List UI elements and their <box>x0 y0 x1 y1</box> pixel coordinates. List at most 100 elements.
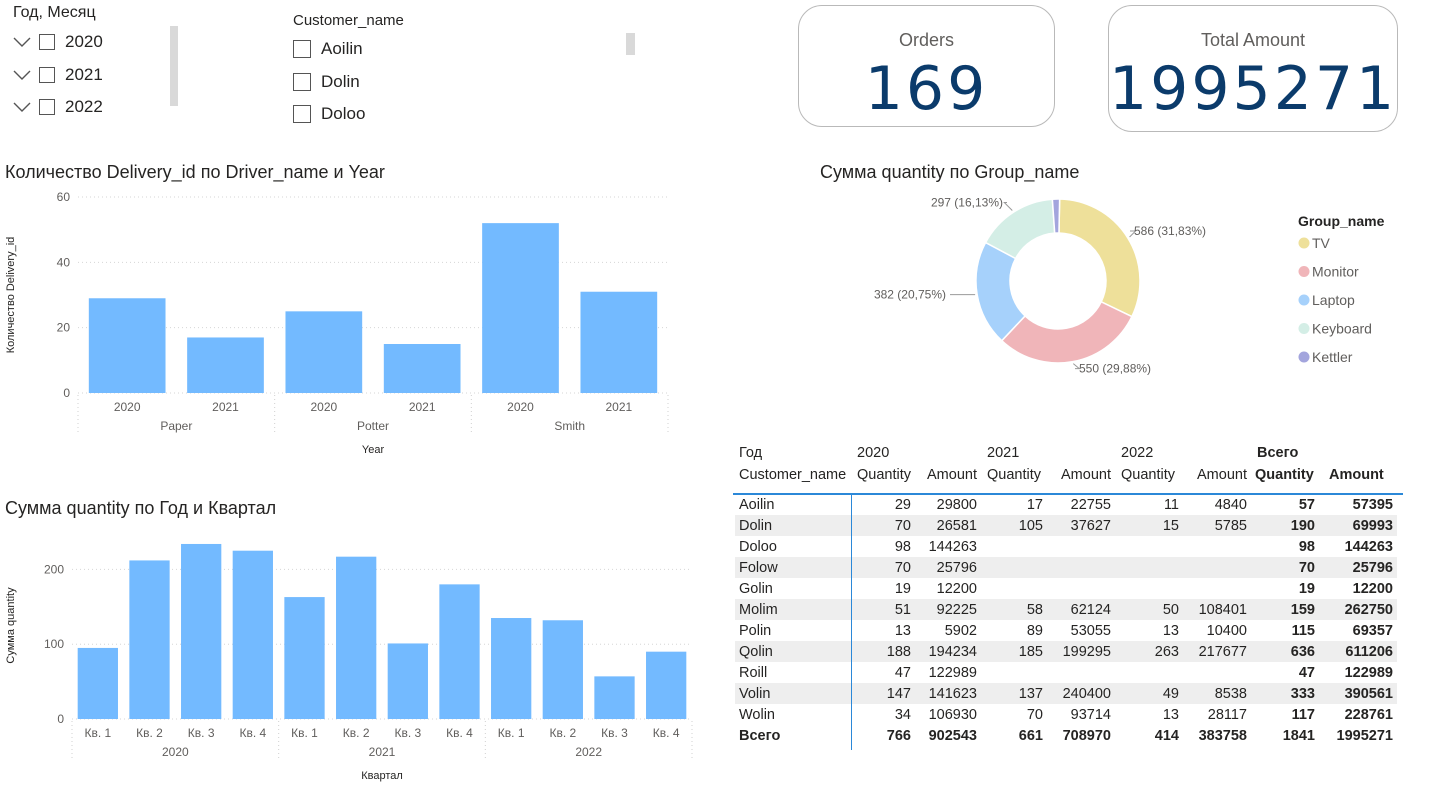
x-tick-label: Кв. 4 <box>653 726 680 740</box>
value-cell <box>1183 557 1251 578</box>
chevron-down-icon[interactable] <box>13 101 31 113</box>
corner-customer-label[interactable]: Customer_name <box>739 467 847 483</box>
value-cell: 144263 <box>1344 538 1393 555</box>
checkbox[interactable] <box>39 99 55 115</box>
table-row[interactable]: Golin 19 12200 19 12200 <box>735 578 1397 599</box>
orders-card-label: Orders <box>898 30 954 50</box>
table-total-row[interactable]: Всего 766 902543 661 708970 414 383758 1841 1995… <box>735 725 1397 746</box>
table-row[interactable]: Qolin 188 194234 185 199295 263 217677 636 61120… <box>735 641 1397 662</box>
legend-marker <box>1298 294 1310 306</box>
value-cell: 26581 <box>915 515 981 536</box>
value-cell: 17 <box>1026 496 1043 513</box>
table-row[interactable]: Doloo 98 144263 98 144263 <box>735 536 1397 557</box>
value-cell: 902543 <box>928 727 977 744</box>
customer-slicer-item[interactable]: Doloo <box>293 104 365 124</box>
year-slicer-scrollbar[interactable] <box>170 26 178 106</box>
x-tick-label: Кв. 4 <box>446 726 473 740</box>
value-cell: 105 <box>981 515 1047 536</box>
customer-slicer-title: Customer_name <box>293 12 404 29</box>
x-tick-label: Кв. 2 <box>549 726 576 740</box>
value-cell: 144263 <box>928 538 977 555</box>
measure-header[interactable]: Quantity <box>1121 467 1175 483</box>
value-cell: 11 <box>1163 496 1179 513</box>
chevron-down-icon[interactable] <box>13 36 31 48</box>
year-header[interactable]: 2022 <box>1121 445 1154 461</box>
value-cell: 147 <box>851 683 915 704</box>
measure-header[interactable]: Amount <box>1061 467 1111 483</box>
measure-header[interactable]: Quantity <box>987 467 1041 483</box>
measure-header[interactable]: Quantity <box>1255 467 1314 483</box>
value-cell: 122989 <box>928 664 977 681</box>
x-tick-label: Кв. 1 <box>84 726 111 740</box>
row-header-cell: Polin <box>739 622 772 639</box>
value-cell: 117 <box>1291 706 1315 723</box>
year-slicer-item-2021[interactable]: 2021 <box>13 65 103 85</box>
x-tick-label: Кв. 3 <box>394 726 421 740</box>
table-row[interactable]: Roill 47 122989 47 122989 <box>735 662 1397 683</box>
quarter-bar-chart: 0 100 200 Сумма quantity Кв. 1 Кв. 2 Кв. 3 Кв. … <box>5 543 693 782</box>
donut-slice <box>1051 198 1061 234</box>
x-tick-label: Кв. 3 <box>601 726 628 740</box>
value-cell: 70 <box>851 557 915 578</box>
checkbox[interactable] <box>293 40 311 58</box>
value-cell: 766 <box>886 727 911 744</box>
table-row[interactable]: Wolin 34 106930 70 93714 13 28117 117 228761 <box>735 704 1397 725</box>
donut-slice <box>1058 198 1141 318</box>
group-label: Smith <box>554 419 585 433</box>
customer-label: Aoilin <box>321 39 363 58</box>
measure-header[interactable]: Amount <box>1329 467 1384 483</box>
customer-slicer-item[interactable]: Aoilin <box>293 39 363 59</box>
measure-header[interactable]: Quantity <box>857 467 911 483</box>
value-cell <box>1115 662 1183 683</box>
year-slicer-item-2022[interactable]: 2022 <box>13 97 103 117</box>
customer-slicer-scrollbar[interactable] <box>626 33 635 55</box>
checkbox[interactable] <box>39 34 55 50</box>
x-tick-label: 2021 <box>212 400 239 414</box>
year-label: 2021 <box>65 65 103 84</box>
slice-data-label: 550 (29,88%) <box>1079 362 1151 376</box>
checkbox[interactable] <box>293 105 311 123</box>
table-row[interactable]: Aoilin 29 29800 17 22755 11 4840 57 57395 <box>735 494 1397 515</box>
table-row[interactable]: Molim 51 92225 58 62124 50 108401 159 262750 <box>735 599 1397 620</box>
x-tick-label: 2020 <box>114 400 141 414</box>
value-cell: 98 <box>894 538 911 555</box>
chevron-down-icon[interactable] <box>13 69 31 81</box>
year-slicer-item-2020[interactable]: 2020 <box>13 32 103 52</box>
value-cell: 390561 <box>1319 683 1397 704</box>
customer-slicer-item[interactable]: Dolin <box>293 72 360 92</box>
year-header[interactable]: 2021 <box>987 445 1020 461</box>
value-cell: 89 <box>1026 622 1043 639</box>
value-cell: 49 <box>1115 683 1183 704</box>
table-header-measures: Customer_name Quantity Amount Quantity A… <box>735 464 1397 486</box>
bar <box>387 643 428 719</box>
year-header[interactable]: 2020 <box>857 445 890 461</box>
group-pie-title: Сумма quantity по Group_name <box>820 162 1080 182</box>
value-cell: 22755 <box>1070 496 1111 513</box>
table-row[interactable]: Polin 13 5902 89 53055 13 10400 115 69357 <box>735 620 1397 641</box>
y-axis-label: Количество Delivery_id <box>5 237 17 354</box>
value-cell: 228761 <box>1344 706 1393 723</box>
checkbox[interactable] <box>39 67 55 83</box>
corner-year-label: Год <box>739 445 763 461</box>
legend-title: Group_name <box>1298 213 1385 229</box>
matrix-table: Год 2020 2021 2022 Всего Customer_name Q… <box>735 442 1397 746</box>
value-cell: 70 <box>1251 557 1319 578</box>
label-leader-line <box>1129 230 1137 238</box>
value-cell: 13 <box>1162 622 1179 639</box>
measure-header[interactable]: Amount <box>927 467 977 483</box>
value-cell <box>1115 578 1183 599</box>
legend-marker <box>1298 323 1310 334</box>
table-row[interactable]: Dolin 70 26581 105 37627 15 5785 190 69993 <box>735 515 1397 536</box>
measure-header[interactable]: Amount <box>1197 467 1247 483</box>
bar <box>129 560 170 719</box>
table-row[interactable]: Folow 70 25796 70 25796 <box>735 557 1397 578</box>
value-cell <box>981 578 1047 599</box>
checkbox[interactable] <box>293 73 311 91</box>
y-tick-label: 100 <box>44 637 64 651</box>
quarter-chart-title: Сумма quantity по Год и Квартал <box>5 498 277 518</box>
group-label: Potter <box>357 419 389 433</box>
y-tick-label: 20 <box>57 321 71 335</box>
table-row[interactable]: Volin 147 141623 137 240400 49 8538 333 390561 <box>735 683 1397 704</box>
bar <box>77 647 118 719</box>
value-cell <box>1115 536 1183 557</box>
